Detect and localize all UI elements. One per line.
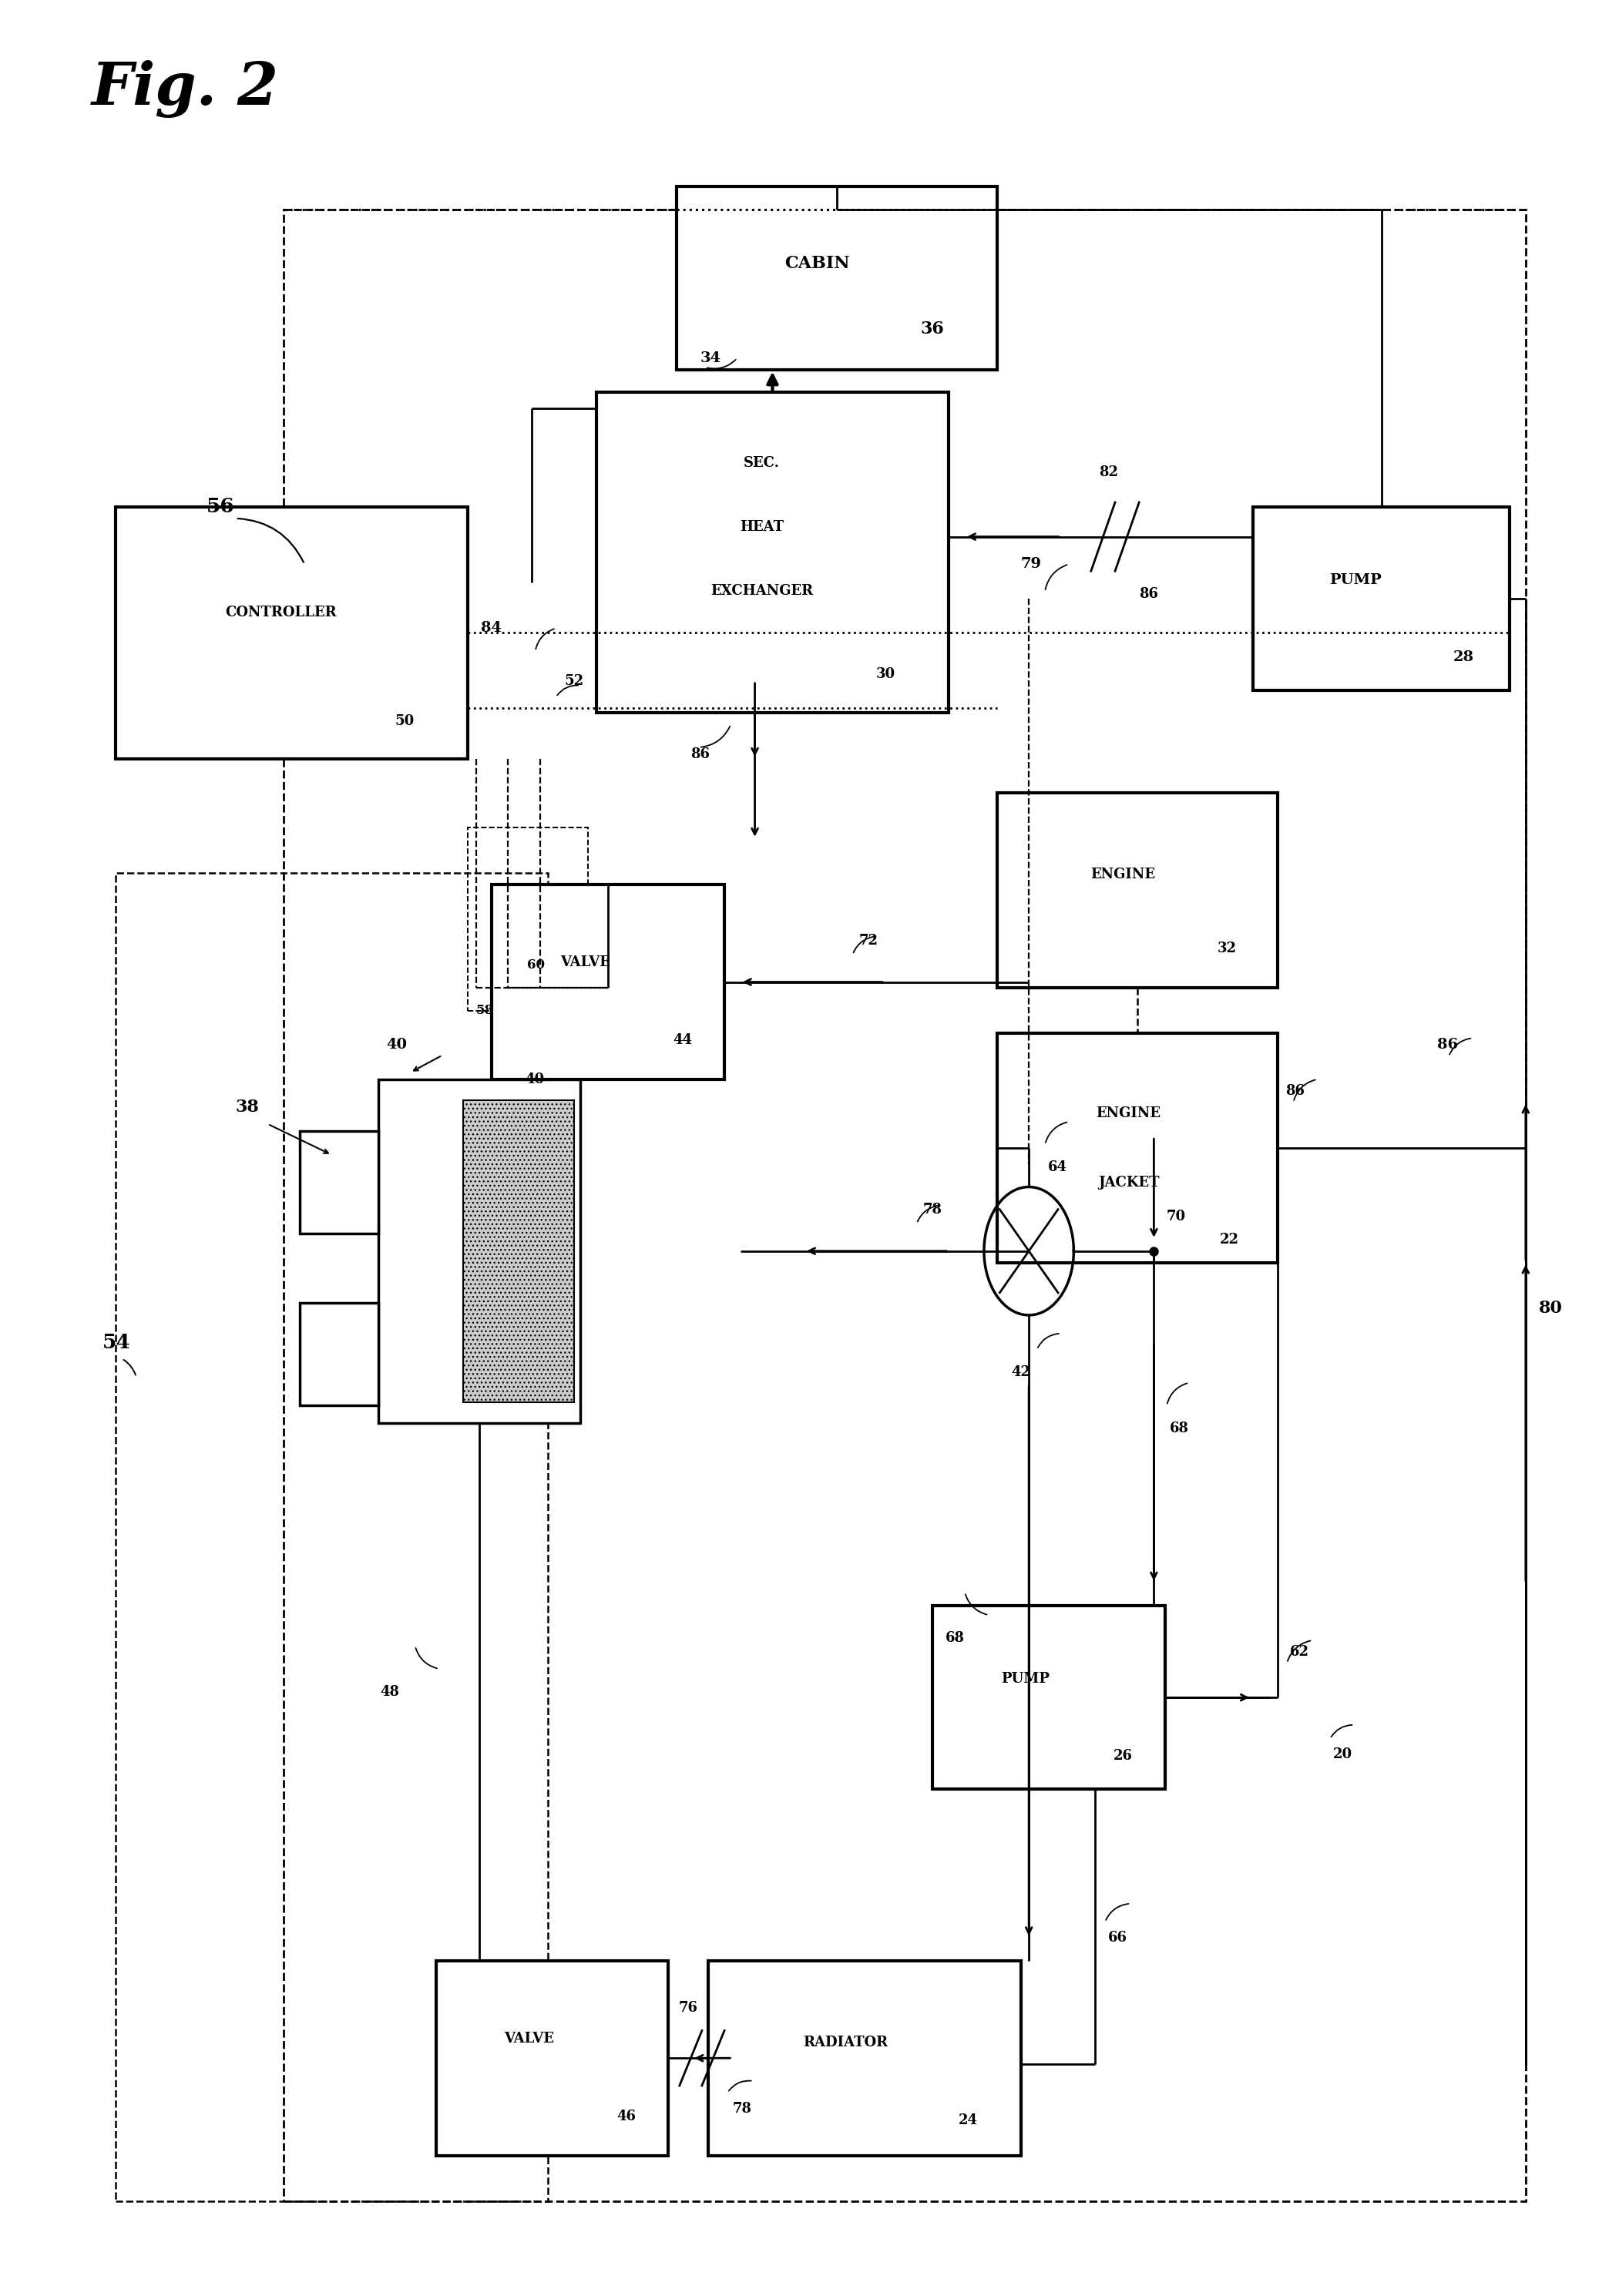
Bar xyxy=(116,872,549,2202)
Text: 84: 84 xyxy=(481,622,502,636)
Text: 70: 70 xyxy=(1167,1210,1186,1224)
Bar xyxy=(299,1132,378,1233)
Text: SEC.: SEC. xyxy=(743,457,780,471)
Text: 46: 46 xyxy=(616,2110,636,2124)
Text: 78: 78 xyxy=(924,1203,943,1217)
Text: 78: 78 xyxy=(732,2101,751,2115)
Text: JACKET: JACKET xyxy=(1097,1176,1158,1189)
Text: 38: 38 xyxy=(235,1097,259,1116)
Text: RADIATOR: RADIATOR xyxy=(803,2037,888,2050)
Bar xyxy=(463,1100,574,1403)
Bar xyxy=(436,1961,668,2156)
Text: 26: 26 xyxy=(1113,1750,1133,1763)
Text: 72: 72 xyxy=(859,934,879,948)
Text: 86: 86 xyxy=(1437,1038,1458,1052)
Text: 86: 86 xyxy=(1139,588,1158,602)
Text: 80: 80 xyxy=(1538,1300,1562,1316)
Bar xyxy=(998,1033,1278,1263)
Bar xyxy=(378,1079,581,1424)
Text: 20: 20 xyxy=(1334,1747,1353,1761)
Text: Fig. 2: Fig. 2 xyxy=(92,60,278,117)
Text: 34: 34 xyxy=(700,351,721,365)
Text: 64: 64 xyxy=(1047,1159,1067,1173)
Text: 68: 68 xyxy=(946,1630,965,1644)
Text: 32: 32 xyxy=(1216,941,1236,955)
Text: 50: 50 xyxy=(394,714,414,728)
Text: 58: 58 xyxy=(476,1003,494,1017)
Text: 22: 22 xyxy=(1220,1233,1239,1247)
Text: EXCHANGER: EXCHANGER xyxy=(711,583,813,599)
Text: VALVE: VALVE xyxy=(560,955,610,969)
Text: 86: 86 xyxy=(1286,1084,1305,1097)
Text: PUMP: PUMP xyxy=(1329,574,1382,588)
Text: CONTROLLER: CONTROLLER xyxy=(225,606,336,620)
Bar xyxy=(116,507,468,758)
Text: 82: 82 xyxy=(1099,466,1118,480)
Text: ENGINE: ENGINE xyxy=(1096,1107,1162,1120)
Text: 48: 48 xyxy=(380,1685,399,1699)
Text: CABIN: CABIN xyxy=(785,255,850,271)
Text: 54: 54 xyxy=(103,1334,130,1352)
Text: 40: 40 xyxy=(525,1072,544,1086)
Bar xyxy=(708,1961,1020,2156)
Text: 24: 24 xyxy=(957,2112,977,2128)
Text: 36: 36 xyxy=(920,321,944,338)
Text: 28: 28 xyxy=(1453,650,1474,664)
Bar xyxy=(1253,507,1509,691)
Text: 62: 62 xyxy=(1290,1644,1310,1658)
Text: 86: 86 xyxy=(690,746,710,762)
Text: 40: 40 xyxy=(386,1038,407,1052)
Bar xyxy=(676,186,998,370)
Text: PUMP: PUMP xyxy=(1001,1671,1051,1685)
Text: ENGINE: ENGINE xyxy=(1091,868,1155,882)
Text: 30: 30 xyxy=(875,668,895,682)
Bar xyxy=(283,209,1525,2202)
Text: 60: 60 xyxy=(528,957,545,971)
Text: 44: 44 xyxy=(673,1033,692,1047)
Text: 42: 42 xyxy=(1010,1366,1030,1380)
Text: HEAT: HEAT xyxy=(740,521,784,535)
Text: 76: 76 xyxy=(679,2000,698,2014)
Bar xyxy=(492,884,724,1079)
Bar xyxy=(468,827,589,1010)
Text: 68: 68 xyxy=(1170,1421,1189,1435)
Bar xyxy=(998,792,1278,987)
Bar xyxy=(933,1605,1165,1789)
Text: 56: 56 xyxy=(206,498,235,517)
Bar xyxy=(597,393,949,714)
Text: 52: 52 xyxy=(565,675,584,689)
Text: 66: 66 xyxy=(1109,1931,1128,1945)
Bar xyxy=(299,1302,378,1405)
Text: 79: 79 xyxy=(1020,558,1041,572)
Text: VALVE: VALVE xyxy=(504,2032,553,2046)
